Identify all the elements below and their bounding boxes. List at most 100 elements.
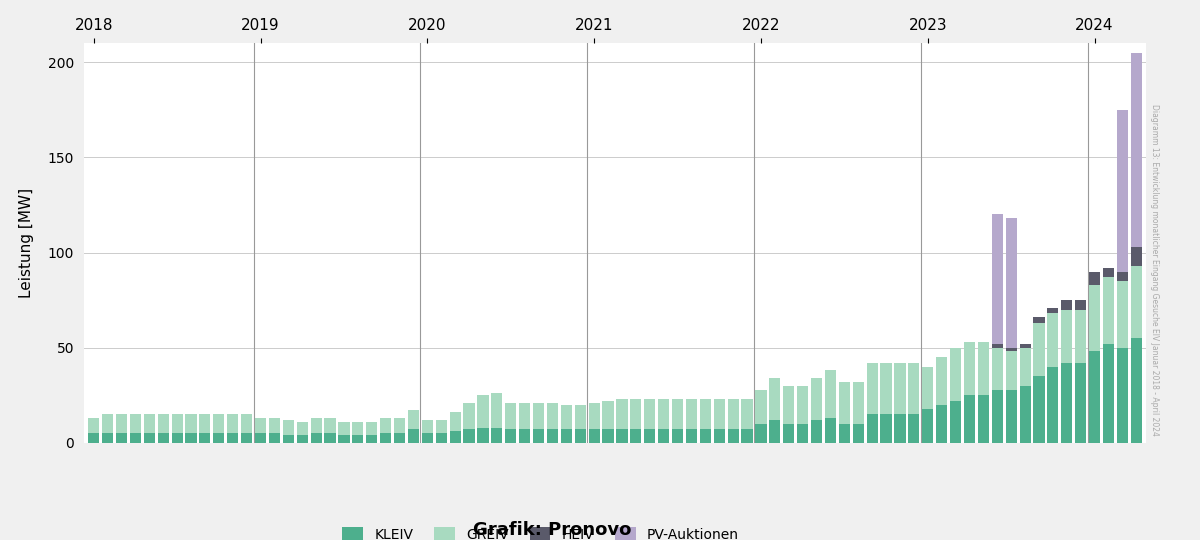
Bar bbox=[1075, 363, 1086, 443]
Bar bbox=[1103, 277, 1114, 344]
Bar bbox=[881, 363, 892, 414]
Bar bbox=[894, 414, 906, 443]
Bar bbox=[1117, 281, 1128, 348]
Bar bbox=[1090, 285, 1100, 352]
Bar bbox=[727, 429, 739, 443]
Bar bbox=[311, 433, 322, 443]
Bar bbox=[436, 420, 446, 433]
Bar bbox=[269, 433, 280, 443]
Bar bbox=[811, 420, 822, 443]
Bar bbox=[991, 348, 1003, 389]
Bar bbox=[353, 422, 364, 435]
Bar bbox=[978, 342, 989, 395]
Bar bbox=[520, 403, 530, 429]
Bar bbox=[463, 429, 475, 443]
Bar bbox=[950, 348, 961, 401]
Bar bbox=[936, 405, 947, 443]
Bar bbox=[130, 433, 140, 443]
Bar bbox=[1090, 352, 1100, 443]
Bar bbox=[380, 433, 391, 443]
Bar bbox=[533, 403, 544, 429]
Bar bbox=[394, 433, 406, 443]
Bar bbox=[881, 414, 892, 443]
Bar bbox=[227, 414, 239, 433]
Bar bbox=[866, 414, 877, 443]
Bar bbox=[547, 429, 558, 443]
Bar bbox=[1033, 376, 1044, 443]
Bar bbox=[1130, 53, 1142, 247]
Bar bbox=[214, 414, 224, 433]
Text: Grafik: Pronovo: Grafik: Pronovo bbox=[473, 521, 631, 538]
Bar bbox=[199, 414, 210, 433]
Bar bbox=[186, 433, 197, 443]
Bar bbox=[1117, 110, 1128, 272]
Text: Diagramm 13: Entwicklung monatlicher Eingang Gesuche EIV Januar 2018 - April 202: Diagramm 13: Entwicklung monatlicher Ein… bbox=[1150, 104, 1159, 436]
Bar bbox=[644, 429, 655, 443]
Bar bbox=[1020, 344, 1031, 348]
Bar bbox=[755, 424, 767, 443]
Bar bbox=[102, 433, 113, 443]
Bar bbox=[1048, 313, 1058, 367]
Bar bbox=[269, 418, 280, 433]
Bar bbox=[144, 414, 155, 433]
Bar bbox=[1048, 308, 1058, 313]
Bar bbox=[491, 428, 503, 443]
Bar bbox=[588, 429, 600, 443]
Bar bbox=[658, 429, 670, 443]
Bar bbox=[658, 399, 670, 429]
Legend: KLEIV, GREIV, HEIV, PV-Auktionen: KLEIV, GREIV, HEIV, PV-Auktionen bbox=[337, 522, 744, 540]
Bar bbox=[366, 435, 377, 443]
Bar bbox=[672, 429, 683, 443]
Bar bbox=[254, 418, 266, 433]
Bar bbox=[241, 414, 252, 433]
Bar bbox=[116, 414, 127, 433]
Bar bbox=[366, 422, 377, 435]
Bar bbox=[978, 395, 989, 443]
Bar bbox=[338, 435, 349, 443]
Bar bbox=[1033, 317, 1044, 323]
Bar bbox=[254, 433, 266, 443]
Bar bbox=[617, 399, 628, 429]
Bar bbox=[991, 389, 1003, 443]
Bar bbox=[408, 429, 419, 443]
Bar bbox=[755, 389, 767, 424]
Bar bbox=[1006, 218, 1016, 348]
Bar bbox=[505, 429, 516, 443]
Bar bbox=[1075, 300, 1086, 309]
Bar bbox=[1061, 309, 1073, 363]
Bar bbox=[769, 420, 780, 443]
Bar bbox=[727, 399, 739, 429]
Bar bbox=[157, 414, 169, 433]
Bar bbox=[324, 418, 336, 433]
Bar bbox=[742, 399, 752, 429]
Bar bbox=[1006, 389, 1016, 443]
Bar bbox=[130, 414, 140, 433]
Bar bbox=[602, 429, 613, 443]
Bar bbox=[714, 429, 725, 443]
Bar bbox=[324, 433, 336, 443]
Bar bbox=[172, 414, 182, 433]
Bar bbox=[311, 418, 322, 433]
Bar bbox=[1033, 323, 1044, 376]
Bar bbox=[700, 429, 710, 443]
Bar bbox=[520, 429, 530, 443]
Bar bbox=[1103, 344, 1114, 443]
Bar bbox=[991, 214, 1003, 344]
Bar bbox=[296, 422, 307, 435]
Bar bbox=[630, 399, 642, 429]
Bar bbox=[186, 414, 197, 433]
Bar bbox=[283, 420, 294, 435]
Bar bbox=[923, 367, 934, 409]
Bar bbox=[686, 399, 697, 429]
Bar bbox=[353, 435, 364, 443]
Bar bbox=[1130, 338, 1142, 443]
Bar bbox=[991, 344, 1003, 348]
Bar bbox=[394, 418, 406, 433]
Bar bbox=[338, 422, 349, 435]
Bar bbox=[227, 433, 239, 443]
Bar bbox=[672, 399, 683, 429]
Bar bbox=[478, 428, 488, 443]
Bar bbox=[797, 424, 809, 443]
Bar bbox=[478, 395, 488, 428]
Bar bbox=[853, 424, 864, 443]
